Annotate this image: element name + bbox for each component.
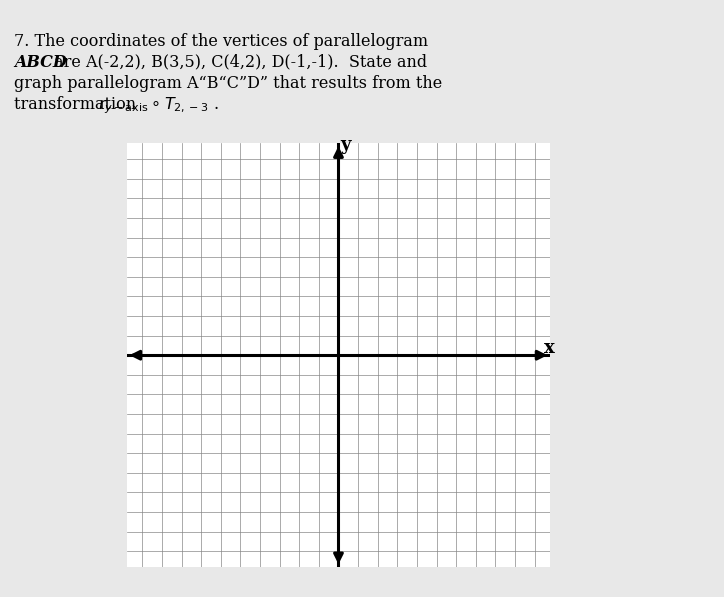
Text: ABCD: ABCD — [14, 54, 67, 70]
Text: y: y — [340, 136, 350, 155]
Text: $r_{y-\mathrm{axis}} \circ T_{2,-3}$: $r_{y-\mathrm{axis}} \circ T_{2,-3}$ — [98, 96, 209, 116]
Text: 7. The coordinates of the vertices of parallelogram: 7. The coordinates of the vertices of pa… — [14, 33, 429, 50]
Text: are A(-2,2), B(3,5), C(4,2), D(-1,-1).  State and: are A(-2,2), B(3,5), C(4,2), D(-1,-1). S… — [49, 54, 427, 70]
Text: graph parallelogram A“B“C”D” that results from the: graph parallelogram A“B“C”D” that result… — [14, 75, 443, 91]
Text: x: x — [544, 339, 555, 358]
Text: transformation: transformation — [14, 96, 142, 112]
Text: .: . — [214, 96, 219, 112]
